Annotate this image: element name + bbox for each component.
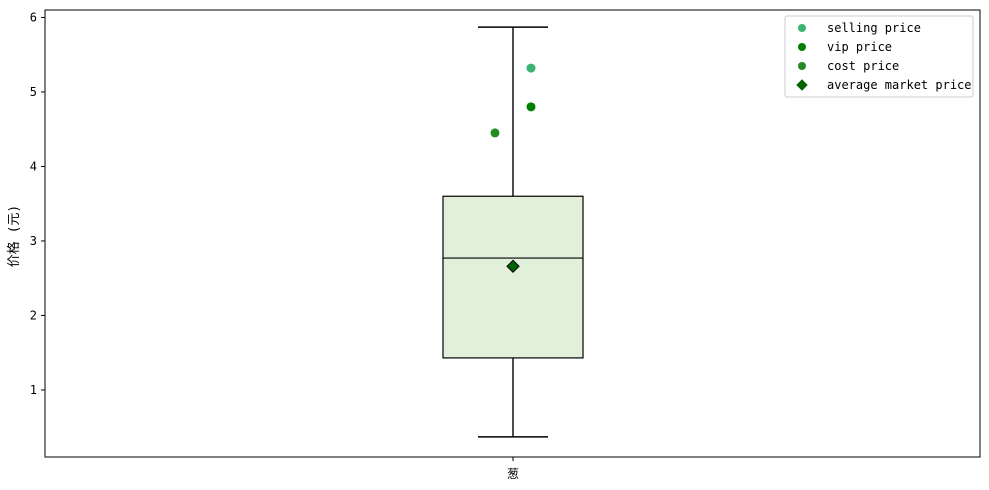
legend-label: cost price (827, 59, 899, 73)
y-tick-label: 2 (30, 308, 37, 322)
data-point-average-market-price (506, 259, 520, 273)
x-tick-label: 葱 (507, 467, 519, 481)
y-tick-label: 6 (30, 10, 37, 24)
data-point-selling-price (526, 63, 536, 73)
data-points (490, 63, 536, 273)
y-tick-label: 3 (30, 234, 37, 248)
legend-marker (798, 24, 806, 32)
legend: selling price vip price cost price average … (784, 15, 974, 98)
box-plot (442, 26, 584, 438)
legend-label: average market price (827, 78, 972, 92)
y-tick-label: 5 (30, 85, 37, 99)
legend-frame (784, 15, 974, 98)
y-axis: 1 2 3 4 5 6 (30, 10, 45, 397)
interquartile-box (442, 195, 584, 359)
y-tick-label: 4 (30, 159, 37, 173)
legend-marker (796, 79, 808, 91)
legend-label: selling price (827, 21, 921, 35)
y-tick-label: 1 (30, 383, 37, 397)
legend-marker (798, 62, 806, 70)
data-point-vip-price (526, 102, 536, 112)
y-axis-label: 价格 (元) (6, 205, 22, 267)
legend-marker (798, 43, 806, 51)
legend-label: vip price (827, 40, 892, 54)
data-point-cost-price (490, 128, 500, 138)
